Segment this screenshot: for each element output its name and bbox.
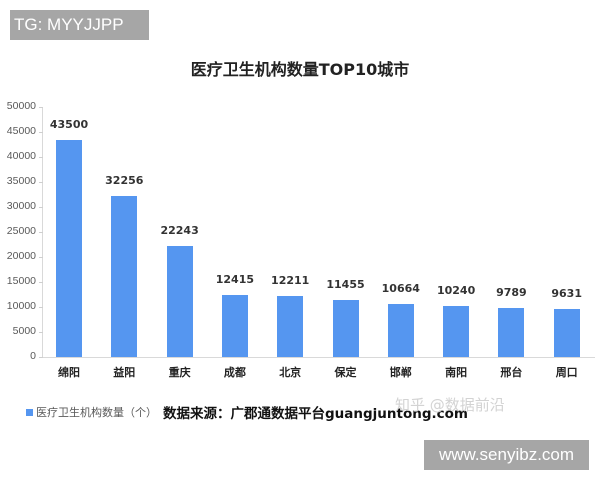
chart-legend: 医疗卫生机构数量（个） (26, 404, 157, 420)
y-tick-label: 5000 (12, 325, 36, 337)
x-category-label: 重庆 (168, 366, 191, 379)
bar-value-label: 12415 (215, 272, 255, 286)
y-tick-mark (39, 307, 43, 308)
bar (221, 294, 248, 357)
bar (111, 195, 138, 357)
legend-swatch-icon (26, 408, 33, 416)
y-tick-label: 35000 (6, 175, 36, 187)
bar (166, 245, 193, 357)
y-tick-mark (39, 282, 43, 283)
x-category-label: 益阳 (113, 366, 136, 379)
bar-value-label: 11455 (326, 277, 365, 291)
y-tick-mark (39, 257, 43, 258)
x-axis-line (42, 357, 595, 358)
x-category-label: 北京 (279, 366, 302, 379)
bar-value-label: 32256 (105, 173, 144, 187)
bar-value-label: 10664 (381, 281, 420, 295)
bar (56, 139, 82, 357)
watermark-zhihu: 知乎 @数据前沿 (395, 396, 505, 414)
bar-value-label: 22243 (160, 223, 199, 237)
y-tick-mark (39, 232, 43, 233)
bar-value-label: 43500 (49, 117, 89, 131)
y-tick-label: 40000 (6, 150, 36, 162)
y-tick-label: 15000 (6, 275, 36, 287)
bar-value-label: 10240 (436, 283, 476, 297)
y-tick-mark (39, 182, 43, 183)
y-tick-mark (39, 357, 43, 358)
y-tick-label: 25000 (6, 225, 36, 237)
y-tick-mark (39, 132, 43, 133)
bar (387, 303, 414, 357)
chart-title: 医疗卫生机构数量TOP10城市 (190, 60, 410, 79)
x-category-label: 邯郸 (389, 366, 412, 379)
y-tick-mark (39, 157, 43, 158)
x-category-label: 绵阳 (58, 366, 80, 379)
data-source-note: 数据来源：广郡通数据平台guangjuntong.com (163, 406, 468, 422)
y-tick-label: 30000 (6, 200, 36, 212)
bar (277, 295, 304, 357)
x-category-label: 成都 (223, 366, 246, 379)
y-tick-label: 10000 (6, 300, 36, 312)
legend-label: 医疗卫生机构数量（个） (36, 406, 157, 419)
y-tick-label: 45000 (6, 125, 36, 137)
bar (498, 308, 525, 357)
y-tick-mark (39, 107, 43, 108)
bar-value-label: 12211 (271, 273, 310, 287)
bar (443, 305, 470, 357)
y-tick-label: 20000 (6, 250, 36, 262)
bar (332, 299, 359, 357)
bar-value-label: 9631 (551, 286, 582, 300)
x-category-label: 保定 (334, 366, 357, 379)
watermark-bottom-right: www.senyibz.com (424, 440, 589, 470)
y-tick-mark (39, 207, 43, 208)
bar (553, 308, 580, 357)
y-tick-mark (39, 332, 43, 333)
x-category-label: 邢台 (500, 366, 523, 379)
x-category-label: 南阳 (445, 366, 468, 379)
y-tick-label: 0 (30, 350, 36, 362)
bar-value-label: 9789 (496, 286, 527, 300)
y-tick-label: 50000 (6, 100, 36, 112)
x-category-label: 周口 (555, 366, 578, 379)
watermark-top-left: TG: MYYJJPP (10, 10, 149, 40)
